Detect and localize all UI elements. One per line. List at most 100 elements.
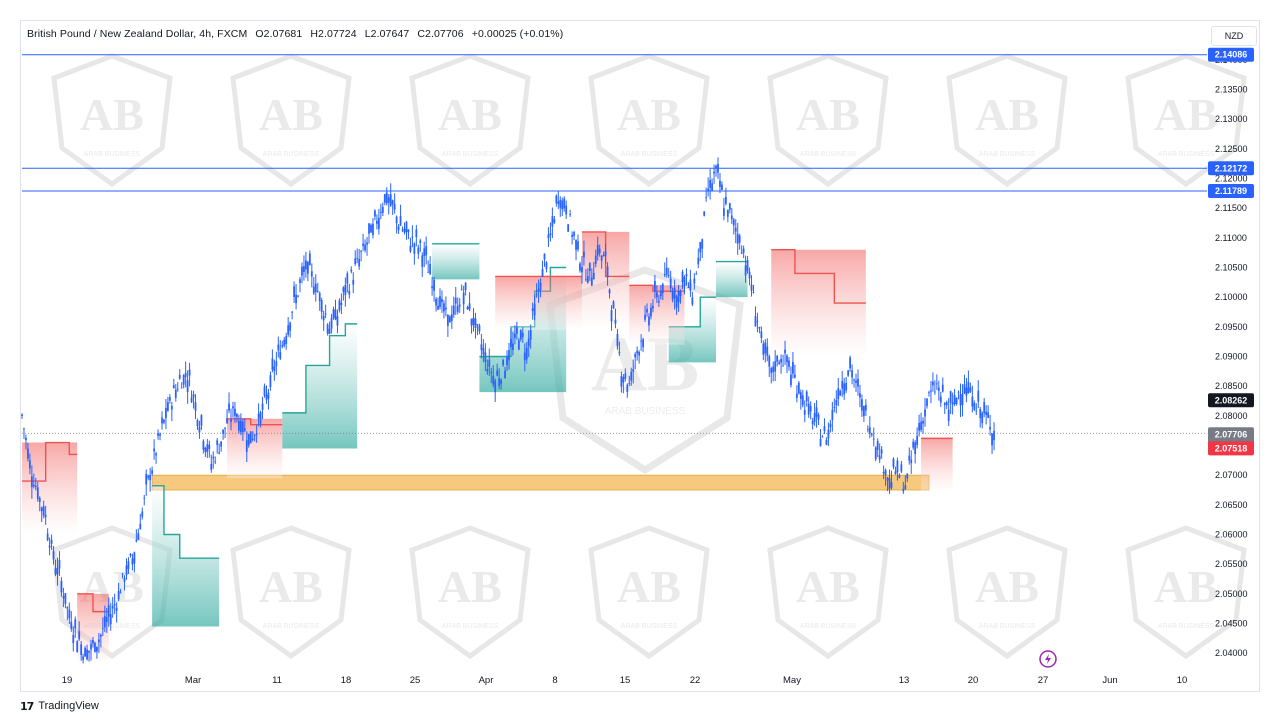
candle-body	[409, 245, 412, 252]
candle-body	[482, 348, 485, 355]
candle-body	[644, 314, 646, 320]
candle-body	[732, 219, 735, 226]
candle-body	[163, 419, 165, 423]
watermark-monogram: AB	[975, 89, 1039, 140]
candle-body	[88, 650, 90, 653]
candle-body	[941, 384, 944, 392]
candle-body	[953, 395, 956, 405]
candle-body	[989, 426, 991, 430]
ohlc-close: C2.07706	[417, 28, 464, 40]
candle-body	[456, 306, 459, 312]
current-price-badge-text: 2.07706	[1215, 429, 1248, 439]
candle-body	[975, 410, 978, 412]
x-tick-label: 13	[899, 675, 910, 686]
candle-body	[34, 485, 37, 487]
candle-body	[726, 209, 729, 217]
candle-body	[28, 460, 31, 469]
candle-body	[567, 224, 570, 232]
candle-body	[188, 369, 191, 376]
price-axis[interactable]: 2.140002.135002.130002.125002.120002.115…	[1215, 55, 1248, 658]
candle-body	[971, 396, 974, 407]
candle-body	[291, 311, 294, 313]
y-tick-label: 2.05500	[1215, 559, 1248, 569]
candle-body	[602, 254, 605, 257]
candle-body	[659, 290, 662, 297]
watermark-text: ARAB BUSINESS	[979, 623, 1036, 630]
candle-body	[78, 631, 81, 640]
candle-body	[600, 255, 603, 261]
currency-selector[interactable]: NZD	[1211, 26, 1257, 46]
candle-body	[476, 324, 479, 326]
symbol-title[interactable]: British Pound / New Zealand Dollar, 4h, …	[27, 28, 248, 40]
candle-body	[541, 269, 544, 277]
candle-body	[348, 290, 351, 295]
ohlc-high: H2.07724	[310, 28, 357, 40]
candle-body	[831, 409, 834, 420]
candle-body	[421, 255, 424, 267]
watermark-monogram: AB	[80, 89, 144, 140]
candle-body	[563, 198, 566, 209]
candle-body	[153, 448, 156, 452]
candle-body	[413, 243, 416, 254]
candle-body	[190, 397, 193, 403]
candle-body	[441, 299, 443, 303]
candle-body	[801, 395, 804, 406]
x-tick-label: Apr	[479, 675, 494, 686]
candle-body	[342, 287, 345, 292]
red-price-badge-text: 2.07518	[1215, 443, 1248, 453]
candle-body	[868, 427, 871, 434]
candle-body	[310, 271, 313, 277]
last-price-badge	[1208, 393, 1254, 408]
candle-body	[588, 262, 591, 272]
candle-body	[713, 171, 715, 174]
candle-body	[387, 197, 390, 203]
candle-body	[612, 301, 615, 309]
candle-body	[314, 283, 317, 293]
candle-body	[689, 279, 692, 291]
candle-body	[939, 396, 942, 403]
bear-zone-fill	[921, 438, 953, 492]
candle-body	[340, 302, 343, 305]
y-tick-label: 2.07000	[1215, 470, 1248, 480]
candle-body	[565, 205, 568, 215]
candle-body	[784, 349, 786, 354]
watermark-shield-outline	[588, 525, 710, 660]
x-tick-label: 27	[1038, 675, 1049, 686]
candle-body	[646, 308, 648, 313]
candle-body	[243, 428, 246, 431]
watermark-shield-icon: AB ARAB BUSINESS	[1125, 525, 1247, 660]
candle-body	[259, 412, 262, 424]
watermark-monogram: AB	[1154, 561, 1218, 612]
candle-body	[74, 619, 77, 629]
candle-body	[740, 252, 743, 254]
candle-body	[273, 366, 276, 372]
candle-body	[738, 235, 741, 243]
watermark-shield-outline	[588, 53, 710, 188]
x-tick-label: 11	[272, 675, 282, 686]
watermark-shield-icon: AB ARAB BUSINESS	[409, 525, 531, 660]
time-axis[interactable]: 19 Mar 11 18 25 Apr 8 15 22 May 13 20 27 Jun 10	[62, 675, 1188, 686]
candle-body	[316, 290, 319, 292]
tradingview-logo-icon[interactable]: 17	[20, 699, 34, 713]
candle-body	[788, 360, 790, 367]
candle-body	[439, 296, 441, 307]
tradingview-brand[interactable]: TradingView	[38, 700, 99, 712]
candle-body	[987, 412, 990, 418]
candle-body	[216, 440, 219, 445]
candle-body	[825, 439, 828, 445]
candle-body	[841, 381, 844, 389]
candle-body	[596, 244, 599, 256]
candle-body	[411, 236, 414, 238]
candle-body	[176, 388, 179, 390]
candle-body	[928, 392, 930, 394]
candle-body	[115, 607, 118, 611]
lightning-alert-icon[interactable]	[1039, 650, 1057, 668]
candle-body	[904, 485, 907, 490]
candle-body	[864, 404, 867, 411]
candle-body	[894, 471, 897, 474]
candle-body	[523, 352, 526, 361]
candle-body	[863, 406, 865, 417]
zone-layer	[22, 231, 953, 666]
price-series	[21, 157, 995, 664]
